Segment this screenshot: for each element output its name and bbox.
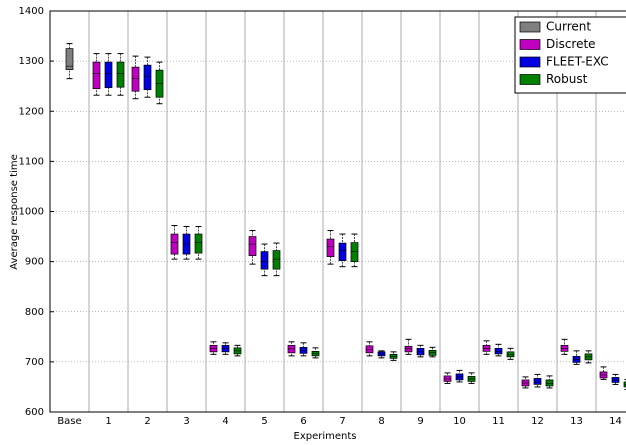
box (104, 61, 113, 89)
y-tick-label: 1000 (19, 207, 44, 218)
box (92, 61, 101, 90)
box (428, 349, 437, 356)
x-tick-label: 14 (609, 416, 622, 427)
legend-swatch (519, 56, 541, 68)
y-tick-label: 700 (25, 357, 44, 368)
x-tick-label: 10 (453, 416, 466, 427)
box (131, 66, 140, 92)
y-axis-label: Average response time (9, 154, 20, 269)
legend-label: FLEET-EXC (546, 55, 609, 69)
y-tick-label: 1200 (19, 106, 44, 117)
legend-label: Robust (546, 72, 588, 86)
box (260, 251, 269, 270)
x-tick-label: 1 (105, 416, 111, 427)
box (506, 351, 515, 358)
x-tick-label: 5 (261, 416, 267, 427)
x-tick-label: 11 (492, 416, 505, 427)
x-tick-label: 2 (144, 416, 150, 427)
y-tick-label: 1400 (19, 6, 44, 17)
y-tick-label: 1300 (19, 56, 44, 67)
box (545, 379, 554, 387)
box (326, 238, 335, 257)
x-tick-label: Base (57, 416, 81, 427)
x-tick-label: 7 (339, 416, 345, 427)
legend-label: Current (546, 20, 591, 34)
x-tick-label: 6 (300, 416, 306, 427)
y-tick-label: 800 (25, 307, 44, 318)
y-tick-label: 600 (25, 407, 44, 418)
x-axis-label: Experiments (294, 431, 357, 442)
plot-frame (49, 10, 626, 413)
box (116, 61, 125, 88)
x-tick-label: 12 (531, 416, 544, 427)
box (533, 378, 542, 385)
box (65, 48, 74, 70)
x-tick-label: 3 (183, 416, 189, 427)
legend-swatch (519, 21, 541, 33)
box (194, 233, 203, 254)
y-tick-label: 900 (25, 257, 44, 268)
x-tick-label: 4 (222, 416, 228, 427)
legend-swatch (519, 74, 541, 85)
legend-swatch (519, 39, 541, 50)
x-tick-label: 8 (378, 416, 384, 427)
box (272, 250, 281, 270)
box (170, 233, 179, 255)
box (248, 236, 257, 256)
box (350, 242, 359, 262)
x-tick-label: 13 (570, 416, 583, 427)
legend-label: Discrete (546, 37, 596, 51)
x-tick-label: 9 (417, 416, 423, 427)
y-tick-label: 1100 (19, 156, 44, 167)
box (143, 64, 152, 91)
box (338, 242, 347, 261)
